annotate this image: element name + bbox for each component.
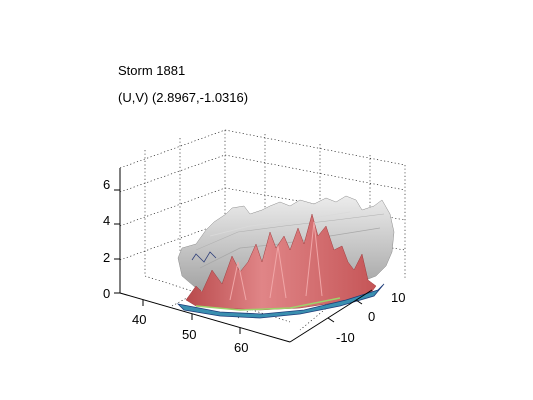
x-tick-label: 50 [182,327,196,342]
chart-title: Storm 1881 [118,63,186,78]
axes [114,168,373,343]
x-tick-label: 40 [132,312,146,327]
z-tick-label: 2 [103,250,110,265]
y-tick-label: -10 [336,330,355,345]
x-tick-label: 60 [234,340,248,355]
chart-subtitle: (U,V) (2.8967,-1.0316) [118,90,249,105]
y-tick-label: 0 [368,309,375,324]
z-tick-label: 4 [103,213,110,228]
base-contour [176,283,385,319]
z-tick-label: 0 [103,286,110,301]
y-tick-label: 10 [391,290,405,305]
z-tick-label: 6 [103,177,110,192]
